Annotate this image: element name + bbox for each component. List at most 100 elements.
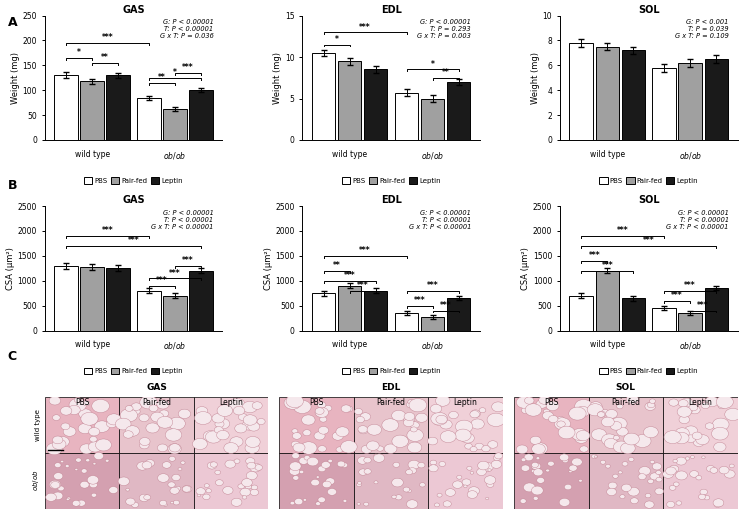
Circle shape [294, 498, 303, 505]
FancyBboxPatch shape [663, 453, 738, 509]
Circle shape [580, 446, 588, 452]
Text: ***: *** [183, 63, 194, 72]
Circle shape [704, 496, 710, 500]
Circle shape [120, 409, 138, 422]
Legend: PBS, Pair-fed, Leptin: PBS, Pair-fed, Leptin [342, 368, 440, 374]
Circle shape [676, 501, 682, 505]
Circle shape [520, 499, 526, 503]
Circle shape [66, 498, 69, 500]
Circle shape [408, 468, 416, 474]
Circle shape [393, 462, 399, 467]
Text: G: P < 0.00001
T: P < 0.00001
G x T: P < 0.00001: G: P < 0.00001 T: P < 0.00001 G x T: P <… [409, 210, 471, 230]
Circle shape [186, 487, 191, 490]
Circle shape [250, 463, 261, 472]
Text: $ob/ob$: $ob/ob$ [163, 340, 186, 351]
Circle shape [522, 458, 526, 461]
Circle shape [126, 498, 135, 505]
Circle shape [320, 417, 327, 422]
Y-axis label: CSA (μm²): CSA (μm²) [6, 247, 15, 290]
Circle shape [408, 442, 422, 453]
Text: G: P < 0.00001
T: P < 0.00001
G x T: P = 0.036: G: P < 0.00001 T: P < 0.00001 G x T: P =… [159, 19, 214, 39]
Circle shape [336, 447, 343, 453]
Circle shape [461, 433, 475, 443]
Circle shape [428, 465, 438, 472]
Circle shape [215, 470, 221, 474]
Circle shape [479, 408, 486, 413]
Circle shape [522, 407, 530, 414]
Text: wild type: wild type [332, 150, 367, 159]
Circle shape [75, 469, 78, 471]
Circle shape [729, 464, 735, 468]
Circle shape [565, 484, 571, 490]
Y-axis label: Weight (mg): Weight (mg) [273, 52, 282, 104]
Circle shape [692, 432, 702, 440]
Circle shape [702, 456, 706, 459]
Circle shape [434, 419, 442, 425]
Circle shape [206, 431, 221, 443]
FancyBboxPatch shape [589, 397, 663, 453]
Circle shape [428, 437, 437, 445]
Circle shape [592, 454, 597, 459]
Circle shape [470, 471, 474, 474]
Circle shape [238, 484, 244, 489]
Bar [621, 50, 645, 140]
Bar [421, 317, 444, 331]
Circle shape [713, 499, 724, 507]
Circle shape [156, 400, 169, 409]
Circle shape [324, 405, 332, 411]
Bar [80, 267, 104, 331]
Circle shape [393, 436, 408, 447]
Circle shape [245, 443, 259, 454]
FancyBboxPatch shape [279, 397, 354, 453]
Circle shape [321, 461, 330, 468]
Text: G: P < 0.00001
T: P = 0.293
G x T: P = 0.003: G: P < 0.00001 T: P = 0.293 G x T: P = 0… [417, 19, 471, 39]
Circle shape [89, 428, 100, 436]
FancyBboxPatch shape [589, 453, 663, 509]
Bar [54, 266, 77, 331]
Circle shape [157, 416, 173, 428]
Circle shape [168, 482, 175, 487]
Circle shape [145, 459, 154, 467]
Circle shape [299, 470, 304, 474]
Circle shape [248, 422, 260, 431]
Circle shape [706, 466, 715, 472]
Circle shape [252, 402, 262, 409]
Circle shape [601, 409, 609, 415]
Text: *: * [431, 60, 434, 69]
Circle shape [194, 412, 212, 425]
Bar [395, 93, 418, 140]
Circle shape [341, 405, 351, 413]
Circle shape [132, 408, 140, 415]
Circle shape [157, 474, 169, 482]
Circle shape [647, 479, 653, 484]
Bar [395, 313, 418, 331]
Circle shape [617, 428, 628, 436]
Circle shape [601, 417, 615, 427]
Circle shape [652, 463, 662, 470]
Circle shape [243, 415, 257, 425]
Circle shape [621, 484, 631, 491]
Text: ***: *** [601, 261, 613, 270]
Circle shape [608, 482, 617, 489]
FancyBboxPatch shape [194, 397, 268, 453]
Circle shape [516, 397, 532, 408]
Circle shape [612, 474, 618, 479]
Circle shape [443, 434, 449, 439]
Text: ***: *** [643, 236, 655, 245]
Circle shape [150, 412, 164, 422]
Circle shape [403, 487, 410, 492]
Circle shape [292, 429, 298, 433]
Circle shape [326, 478, 335, 485]
Circle shape [710, 468, 717, 473]
Circle shape [675, 428, 689, 439]
Text: *: * [77, 48, 81, 57]
Circle shape [127, 406, 134, 411]
Text: *: * [173, 68, 177, 77]
Circle shape [139, 414, 149, 421]
Circle shape [203, 494, 210, 500]
Text: ***: *** [183, 256, 194, 265]
Circle shape [144, 495, 150, 500]
Circle shape [638, 474, 646, 480]
Circle shape [169, 421, 177, 428]
Circle shape [623, 442, 630, 447]
